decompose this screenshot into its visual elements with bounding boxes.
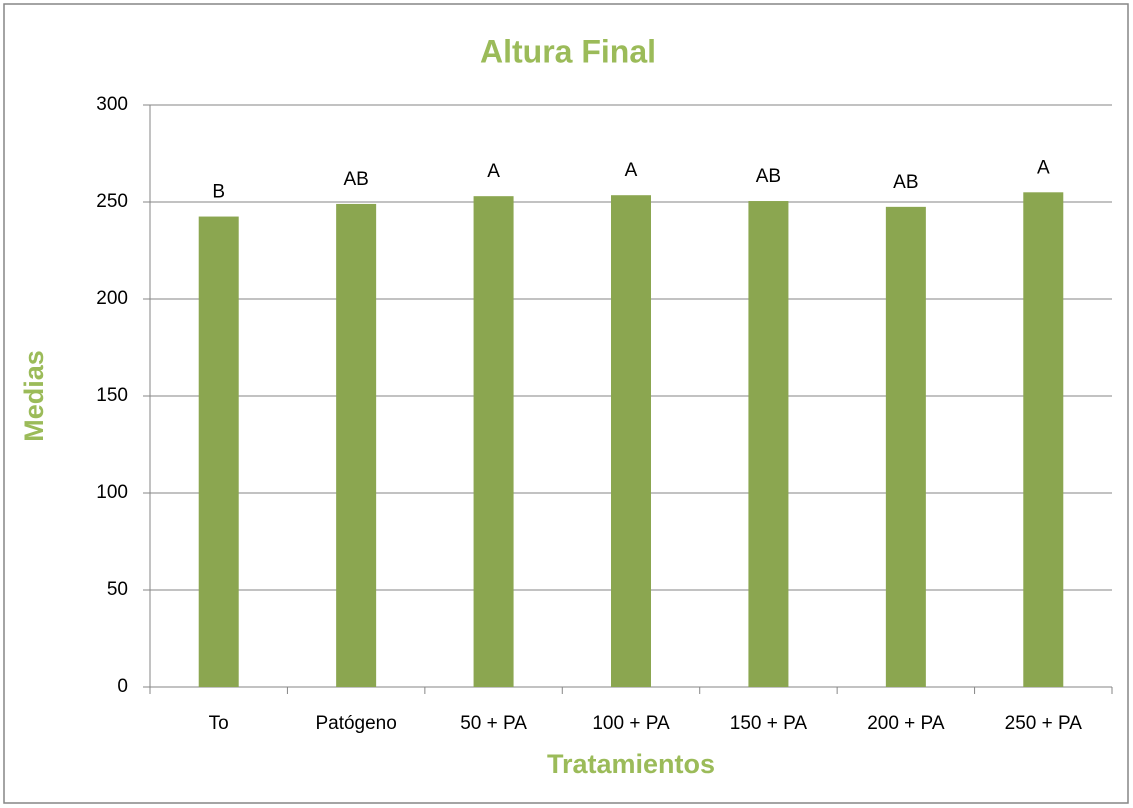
x-tick-label: 100 + PA [592,713,670,734]
bar-annotation: AB [893,172,918,193]
y-tick-label: 50 [107,579,128,600]
x-tick-label: 250 + PA [1005,713,1083,734]
bar [473,196,514,687]
bar [198,216,239,688]
bar [336,203,377,687]
bar [885,206,926,687]
x-tick-label: 200 + PA [867,713,945,734]
bar-annotation: A [625,160,638,181]
chart-frame [3,3,1129,804]
y-tick-label: 200 [96,288,128,309]
x-axis-label: Tratamientos [547,749,715,779]
x-tick-label: 150 + PA [730,713,808,734]
y-tick-label: 100 [96,482,128,503]
bar-annotation: A [487,161,500,182]
bar-annotation: AB [756,166,781,187]
chart-title: Altura Final [480,33,656,69]
y-tick-label: 300 [96,94,128,115]
bar-annotation: B [212,182,225,203]
x-tick-label: 50 + PA [460,713,527,734]
x-tick-label: To [209,713,229,734]
bar [748,201,789,687]
bar [611,195,651,687]
bar [1023,192,1064,688]
y-axis-label: Medias [19,350,49,442]
bar-annotation: AB [343,169,368,190]
bar-annotation: A [1037,157,1050,178]
y-tick-label: 150 [96,385,128,406]
x-tick-label: Patógeno [315,713,396,734]
y-tick-label: 250 [96,191,128,212]
y-tick-label: 0 [117,676,128,697]
